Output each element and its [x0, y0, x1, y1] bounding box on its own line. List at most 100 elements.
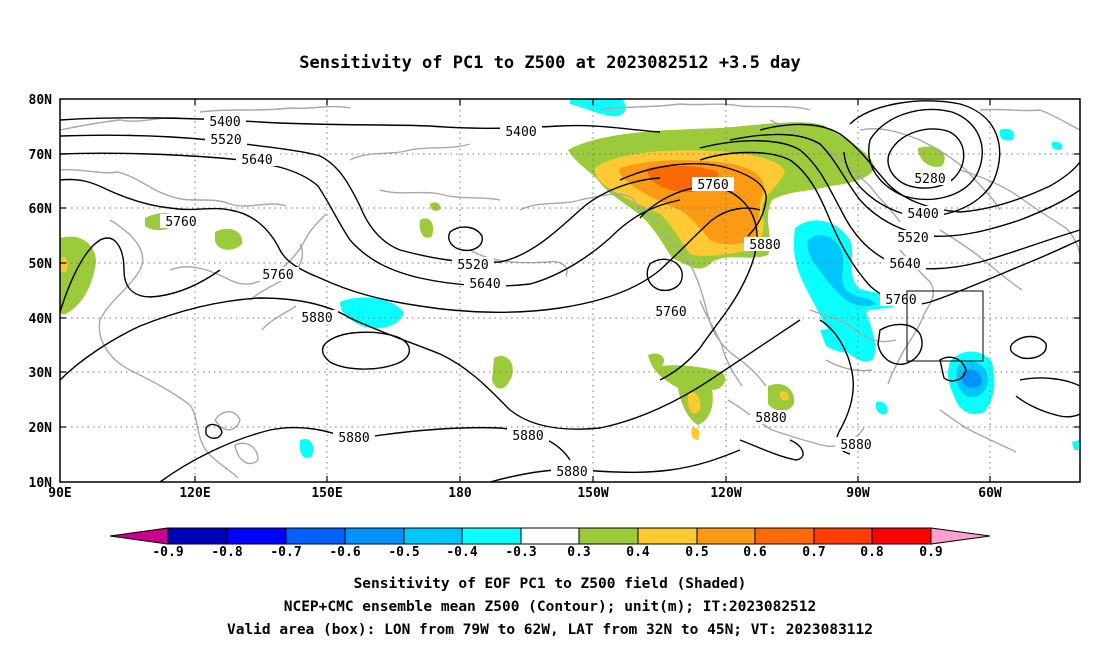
positive-region-green — [60, 236, 96, 314]
contour-label: 5880 — [840, 438, 871, 453]
contour-5760-east — [699, 151, 1081, 305]
lat-label: 30N — [29, 366, 53, 381]
colorbar-label: -0.7 — [270, 545, 301, 560]
lat-label: 20N — [29, 421, 53, 436]
colorbar-min-arrow — [109, 527, 169, 545]
contour-5760-ridge — [619, 162, 767, 237]
colorbar-segment — [578, 527, 639, 545]
negative-region-cyan — [1051, 141, 1063, 150]
lon-label: 120E — [179, 486, 210, 501]
contour-loop-gulf-alaska — [646, 258, 683, 292]
lat-label: 50N — [29, 257, 53, 272]
positive-region-yellow — [691, 427, 700, 440]
contour-label: 5520 — [210, 133, 241, 148]
caption: Sensitivity of EOF PC1 to Z500 field (Sh… — [227, 576, 873, 638]
colorbar-label: 0.3 — [567, 545, 590, 560]
negative-region-cyan — [1072, 440, 1080, 450]
colorbar: -0.9 -0.8 -0.7 -0.6 -0.5 -0.4 -0.3 0.3 0… — [109, 527, 991, 560]
colorbar-label: -0.8 — [211, 545, 242, 560]
grid-lines — [60, 99, 1080, 482]
contour-label: 5880 — [301, 311, 332, 326]
contour-label: 5880 — [512, 429, 543, 444]
caption-line: Sensitivity of EOF PC1 to Z500 field (Sh… — [354, 576, 747, 592]
contour-5640-east — [699, 140, 1081, 270]
figure-title: Sensitivity of PC1 to Z500 at 2023082512… — [299, 53, 801, 73]
contour-5400-loop — [868, 108, 983, 201]
lon-label: 90W — [846, 486, 870, 501]
lon-label: 120W — [710, 486, 741, 501]
contour-5880-south — [159, 426, 571, 483]
contour-5760-west — [59, 178, 761, 313]
contour-label: 5520 — [457, 258, 488, 273]
negative-region-blue — [962, 369, 982, 388]
lat-label: 40N — [29, 312, 53, 327]
positive-region-yellow — [60, 256, 68, 272]
contour-label: 5640 — [241, 153, 272, 168]
colorbar-segment — [461, 527, 522, 545]
contour-label: 5760 — [697, 178, 728, 193]
lat-label: 80N — [29, 93, 53, 108]
contour-loop-pacific-5520 — [448, 226, 483, 252]
colorbar-segment — [285, 527, 346, 545]
contour-loop-small — [205, 423, 223, 439]
contour-label: 5640 — [889, 257, 920, 272]
contour-loop-atlantic — [1009, 335, 1047, 360]
tick-marks — [60, 99, 1080, 482]
map-plot-area: 5400 5520 5640 5760 5400 5760 5280 5400 … — [29, 93, 1081, 501]
contour-5520-east — [729, 133, 1081, 238]
colorbar-label: 0.8 — [860, 545, 884, 560]
positive-region-green — [492, 356, 513, 389]
colorbar-label: -0.5 — [388, 545, 419, 560]
lon-label: 90E — [48, 486, 71, 501]
positive-region-green — [918, 146, 945, 167]
colorbar-label: 0.6 — [743, 545, 767, 560]
contour-label: 5760 — [262, 268, 293, 283]
sensitivity-shading — [60, 99, 1080, 459]
latitude-labels: 80N 70N 60N 50N 40N 30N 20N 10N — [29, 93, 53, 491]
contour-5880-gulf — [739, 439, 804, 461]
colorbar-label: 0.7 — [802, 545, 825, 560]
colorbar-label: -0.6 — [329, 545, 360, 560]
contour-5400-west — [59, 117, 661, 133]
colorbar-segment — [344, 527, 405, 545]
colorbar-label: -0.9 — [152, 545, 183, 560]
negative-region-cyan — [299, 438, 314, 459]
colorbar-segment — [167, 527, 228, 545]
contour-label: 5880 — [556, 465, 587, 480]
contour-label: 5760 — [165, 215, 196, 230]
colorbar-segment — [403, 527, 463, 545]
lat-label: 70N — [29, 148, 53, 163]
negative-region-blue — [807, 235, 876, 307]
colorbar-label: 0.4 — [626, 545, 650, 560]
contour-labels: 5400 5520 5640 5760 5400 5760 5280 5400 … — [160, 114, 951, 480]
contour-label: 5760 — [655, 305, 686, 320]
lon-label: 150W — [577, 486, 608, 501]
colorbar-label: 0.5 — [685, 545, 708, 560]
negative-region-cyan — [999, 128, 1015, 141]
contour-5880-west — [59, 297, 801, 430]
contour-label: 5400 — [209, 115, 240, 130]
colorbar-segment — [754, 527, 815, 545]
contour-label: 5760 — [885, 293, 916, 308]
colorbar-segment — [637, 527, 698, 545]
contour-5880-bottom — [489, 449, 741, 483]
contour-5880-loop-pacific — [321, 331, 410, 370]
caption-line: NCEP+CMC ensemble mean Z500 (Contour); u… — [284, 599, 817, 615]
lat-label: 10N — [29, 476, 53, 491]
contour-label: 5400 — [907, 207, 938, 222]
z500-contours — [59, 100, 1081, 483]
colorbar-segment — [813, 527, 873, 545]
lon-label: 180 — [448, 486, 472, 501]
contour-5400-east — [759, 123, 1081, 213]
contour-label: 5880 — [749, 238, 780, 253]
colorbar-segment — [226, 527, 287, 545]
colorbar-label: -0.4 — [446, 545, 477, 560]
colorbar-segment — [696, 527, 756, 545]
valid-area-box — [906, 290, 984, 362]
contour-atlantic-left — [939, 356, 967, 382]
colorbar-segment — [871, 527, 932, 545]
positive-region-green — [215, 228, 243, 250]
lat-label: 60N — [29, 202, 53, 217]
lon-label: 60W — [978, 486, 1002, 501]
